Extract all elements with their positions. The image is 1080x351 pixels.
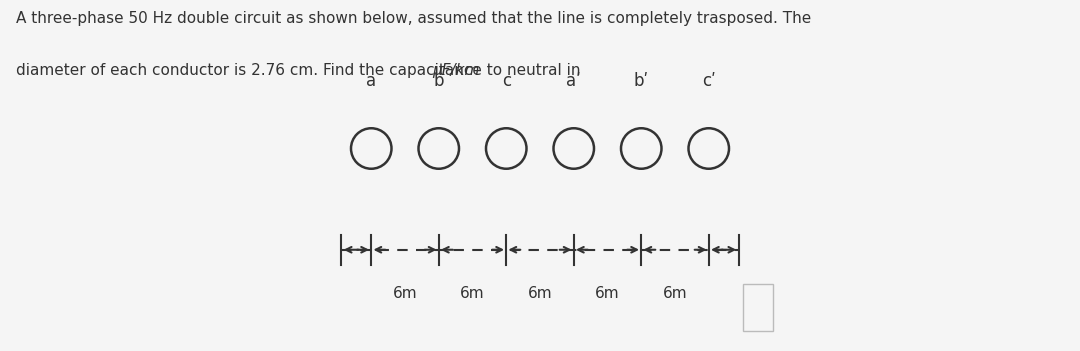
Text: 6m: 6m [595, 286, 620, 301]
Text: μF/km: μF/km [432, 63, 480, 78]
Text: c: c [502, 72, 511, 90]
Text: 6m: 6m [528, 286, 552, 301]
Text: A three-phase 50 Hz double circuit as shown below, assumed that the line is comp: A three-phase 50 Hz double circuit as sh… [16, 11, 811, 26]
Text: b: b [433, 72, 444, 90]
Text: 6m: 6m [460, 286, 485, 301]
Bar [743, 284, 773, 331]
Text: 6m: 6m [663, 286, 687, 301]
Text: bʹ: bʹ [634, 72, 649, 90]
Text: diameter of each conductor is 2.76 cm. Find the capacitance to neutral in: diameter of each conductor is 2.76 cm. F… [16, 63, 585, 78]
Text: aʹ: aʹ [566, 72, 581, 90]
Text: 6m: 6m [393, 286, 417, 301]
Text: cʹ: cʹ [702, 72, 716, 90]
Text: a: a [366, 72, 376, 90]
